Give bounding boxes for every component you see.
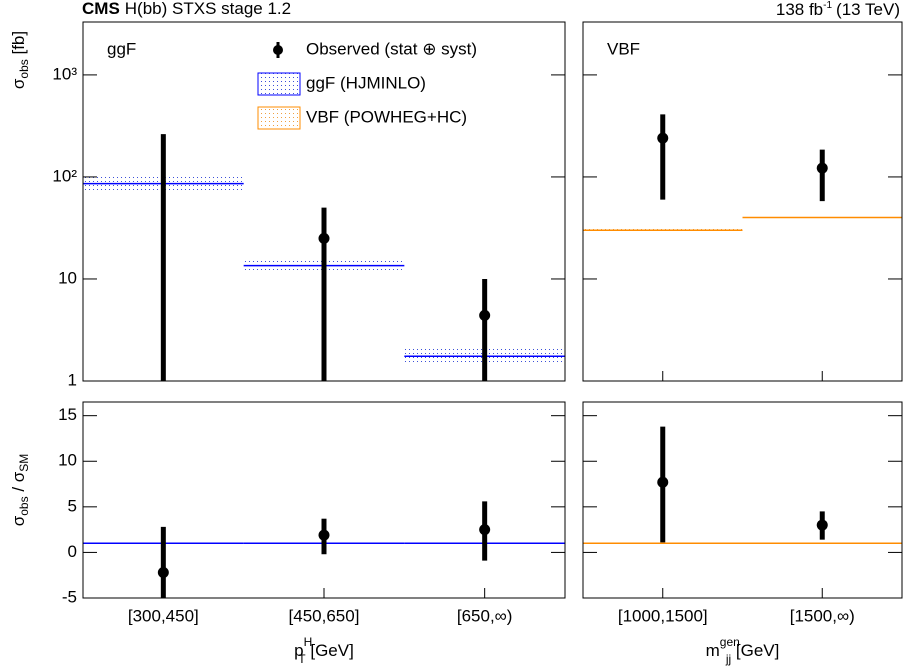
experiment: CMS <box>82 0 120 18</box>
observed-point <box>157 566 169 578</box>
legend-label: VBF (POWHEG+HC) <box>306 107 467 126</box>
plot-area <box>83 134 565 381</box>
plot-area <box>83 501 565 598</box>
legend-marker <box>257 106 301 130</box>
x-tick-label: [300,450] <box>128 606 199 625</box>
x-label-post: [GeV] <box>731 641 779 660</box>
y-tick-label: 10³ <box>52 64 77 83</box>
y-label-sub: obs <box>17 59 31 78</box>
title: H(bb) STXS stage 1.2 <box>125 0 291 18</box>
plot-area <box>583 114 902 232</box>
y-tick-label: 0 <box>68 542 77 561</box>
frame <box>82 401 566 599</box>
y-label-post: [fb] <box>9 31 28 59</box>
observed-point <box>479 524 491 536</box>
y-axis-label: σobs / σSM <box>9 454 31 527</box>
y-tick-label: -5 <box>62 587 77 606</box>
x-tick-label: [650,∞) <box>457 606 513 625</box>
observed-point <box>318 232 330 244</box>
x-label-base: m <box>706 641 720 660</box>
x-tick-label: [1500,∞) <box>790 606 855 625</box>
panel-label: VBF <box>607 39 640 58</box>
y-label-base: σ <box>9 78 28 89</box>
lumi-energy: (13 TeV) <box>836 0 900 19</box>
legend-marker <box>273 45 283 55</box>
observed-point <box>816 162 828 174</box>
legend-marker <box>257 72 301 96</box>
x-tick-label: [450,650] <box>289 606 360 625</box>
y-tick-label: 10 <box>58 268 77 287</box>
y-label-sub: obs <box>17 496 31 515</box>
x-label-base: p <box>294 641 303 660</box>
frame <box>582 401 903 599</box>
observed-point <box>816 519 828 531</box>
observed-point <box>479 309 491 321</box>
legend-label: Observed (stat ⊕ syst) <box>306 39 477 58</box>
y-tick-label: 5 <box>68 496 77 515</box>
observed-point <box>657 476 669 488</box>
plot-area <box>583 426 902 545</box>
y-tick-label: 10 <box>58 451 77 470</box>
observed-point <box>657 132 669 144</box>
y-label-post: / σ <box>9 471 28 496</box>
x-label-sup: H <box>304 635 313 649</box>
header: CMS H(bb) STXS stage 1.2 <box>82 0 291 18</box>
x-label-sup: gen <box>720 635 740 649</box>
x-tick-label: [1000,1500] <box>618 606 708 625</box>
frame <box>82 21 566 382</box>
y-label-sub: SM <box>17 454 31 472</box>
lumi-sup: -1 <box>823 0 832 11</box>
y-tick-label: 1 <box>68 370 77 389</box>
frame <box>582 21 903 382</box>
x-axis-label: mgen jj [GeV] <box>706 635 780 666</box>
x-axis-label: pH T [GeV] <box>294 635 354 666</box>
x-label-sub: T <box>298 652 306 666</box>
x-label-post: [GeV] <box>306 641 354 660</box>
y-tick-label: 10² <box>52 166 77 185</box>
lumi-text: 138 fb <box>776 0 823 19</box>
legend-label: ggF (HJMINLO) <box>306 73 426 92</box>
y-tick-label: 15 <box>58 405 77 424</box>
observed-point <box>318 529 330 541</box>
y-label-base: σ <box>9 515 28 526</box>
lumi: 138 fb-1 (13 TeV) <box>776 0 900 19</box>
x-label-sub: jj <box>725 652 731 666</box>
panel-label: ggF <box>107 39 136 58</box>
y-axis-label: σobs [fb] <box>9 31 31 89</box>
